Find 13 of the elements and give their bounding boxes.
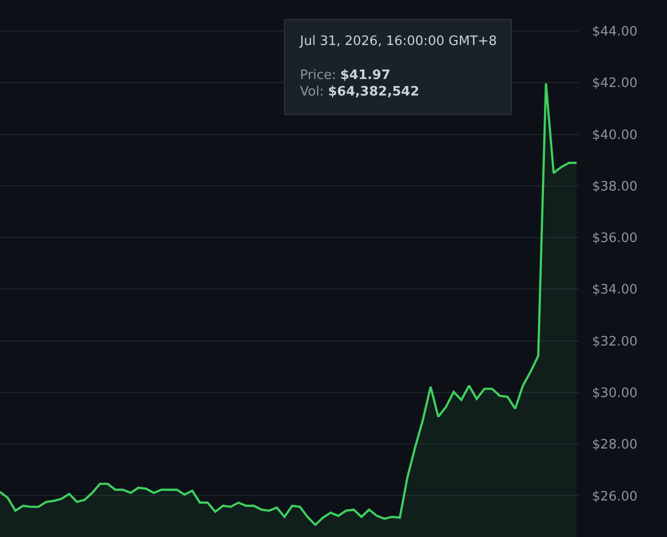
y-tick-label: $32.00 [592,334,638,350]
y-tick-label: $40.00 [592,128,638,143]
annotation: Jul 31, 2026, 16:00:00 GMT+8 [299,34,497,49]
y-tick-label: $30.00 [592,386,638,401]
y-tick-label: $38.00 [592,179,638,194]
y-tick-label: $36.00 [592,231,638,246]
y-tick-label: $42.00 [592,76,638,92]
y-tick-label: $26.00 [592,489,638,504]
annotation: Vol: $64,382,542 [300,84,420,100]
y-tick-label: $34.00 [592,282,638,298]
annotation: Price: $41.97 [300,68,390,83]
y-tick-label: $44.00 [592,24,638,40]
y-tick-label: $28.00 [592,438,638,453]
